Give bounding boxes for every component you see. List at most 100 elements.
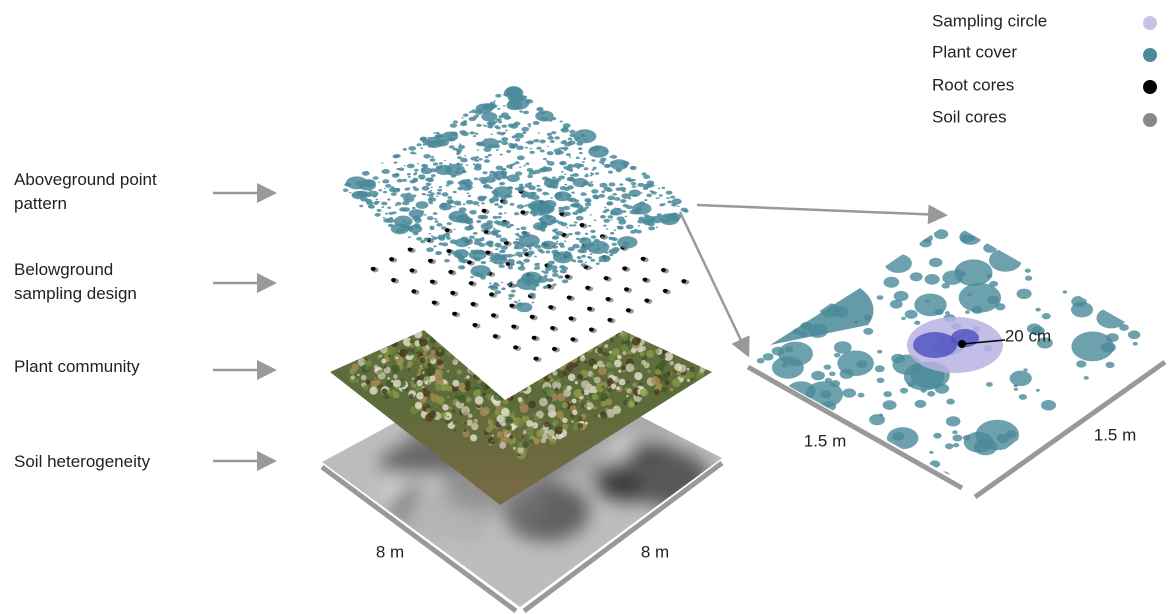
plant-cover — [623, 165, 628, 168]
plant-spot — [500, 407, 510, 417]
plant-cover — [381, 201, 388, 206]
plant-cover — [505, 225, 512, 229]
core — [551, 346, 557, 351]
plant-cover — [619, 186, 627, 192]
plant-cover — [468, 111, 472, 114]
plant-cover — [1035, 307, 1041, 312]
plant-cover — [435, 134, 442, 139]
plant-spot — [605, 398, 613, 406]
plant-cover — [433, 217, 438, 220]
core — [625, 308, 631, 313]
core — [640, 256, 646, 261]
plant-cover — [448, 145, 455, 149]
plant-spot — [583, 404, 588, 409]
plant-cover — [498, 212, 503, 215]
plant-cover — [599, 182, 608, 188]
layer-label: Plant community — [14, 357, 140, 376]
plant-cover — [617, 236, 638, 249]
plant-cover — [576, 256, 582, 260]
plant-cover — [558, 175, 566, 180]
plant-spot — [593, 406, 597, 410]
plant-spot — [470, 434, 478, 442]
plant-cover — [603, 186, 612, 192]
plant-cover — [762, 353, 774, 361]
plant-cover — [546, 200, 551, 203]
plant-cover — [542, 166, 547, 169]
plant-cover — [529, 147, 532, 150]
plant-cover — [543, 178, 559, 188]
plant-spot — [629, 398, 633, 401]
legend-swatch — [1143, 16, 1157, 30]
plant-cover — [533, 138, 540, 143]
plant-cover — [952, 430, 958, 435]
plant-spot — [425, 407, 431, 413]
plant-cover — [495, 118, 502, 122]
plant-cover — [544, 274, 548, 277]
plant-cover — [567, 137, 573, 141]
core — [370, 266, 376, 271]
plant-spot — [398, 348, 408, 358]
plant-spot — [533, 413, 536, 416]
plant-spot — [480, 382, 485, 387]
plant-cover — [811, 370, 825, 381]
plant-cover — [508, 97, 530, 110]
plant-cover — [478, 108, 483, 112]
plant-cover — [425, 177, 432, 182]
plant-cover — [576, 136, 581, 140]
plant-cover — [507, 123, 515, 128]
plant-spot — [555, 410, 564, 419]
plant-cover — [540, 167, 549, 173]
plant-cover — [500, 245, 508, 250]
plant-spot — [377, 369, 383, 375]
plant-cover — [1018, 393, 1027, 400]
plant-cover — [592, 166, 597, 170]
plant-cover — [428, 141, 432, 143]
plant-cover — [497, 215, 502, 219]
plant-cover — [495, 148, 499, 151]
plant-cover — [427, 197, 433, 201]
plant-cover — [406, 173, 411, 176]
plant-cover — [454, 251, 463, 256]
plant-cover — [882, 400, 897, 410]
plant-spot — [455, 395, 459, 399]
plant-cover — [459, 180, 466, 185]
plant-spot — [365, 379, 371, 385]
legend: Sampling circle Plant cover Root cores S… — [932, 11, 1157, 127]
plant-cover — [569, 224, 574, 227]
plant-cover — [462, 259, 469, 263]
plant-cover — [670, 195, 676, 199]
plant-spot — [626, 394, 629, 398]
core — [588, 327, 594, 332]
core — [509, 303, 515, 308]
plant-spot — [517, 441, 524, 449]
plant-spot — [395, 387, 399, 390]
plant-cover — [823, 364, 832, 370]
plant-cover — [461, 117, 464, 119]
plant-cover — [438, 162, 443, 165]
core — [520, 210, 526, 215]
plant-cover — [473, 114, 479, 118]
plant-spot — [423, 352, 427, 356]
core — [568, 316, 574, 321]
plant-cover — [496, 131, 502, 135]
plant-cover — [501, 287, 506, 291]
plant-cover — [402, 148, 407, 151]
plant-cover — [580, 133, 586, 137]
plant-cover — [465, 219, 474, 225]
plant-cover — [457, 255, 465, 260]
plant-cover — [527, 250, 535, 255]
layer-label: Belowground sampling design — [14, 260, 137, 303]
plant-cover — [601, 163, 605, 165]
plant-spot — [586, 396, 589, 399]
plant-spot — [611, 364, 616, 369]
plant-cover — [563, 240, 567, 243]
plant-cover — [378, 201, 381, 203]
plant-cover — [581, 254, 586, 258]
plant-cover — [387, 206, 392, 209]
plant-cover — [454, 171, 460, 174]
plant-cover — [459, 163, 464, 166]
plant-spot — [523, 449, 528, 454]
plant-cover — [648, 226, 656, 231]
plant-cover — [527, 140, 534, 145]
plant-cover — [424, 193, 427, 196]
